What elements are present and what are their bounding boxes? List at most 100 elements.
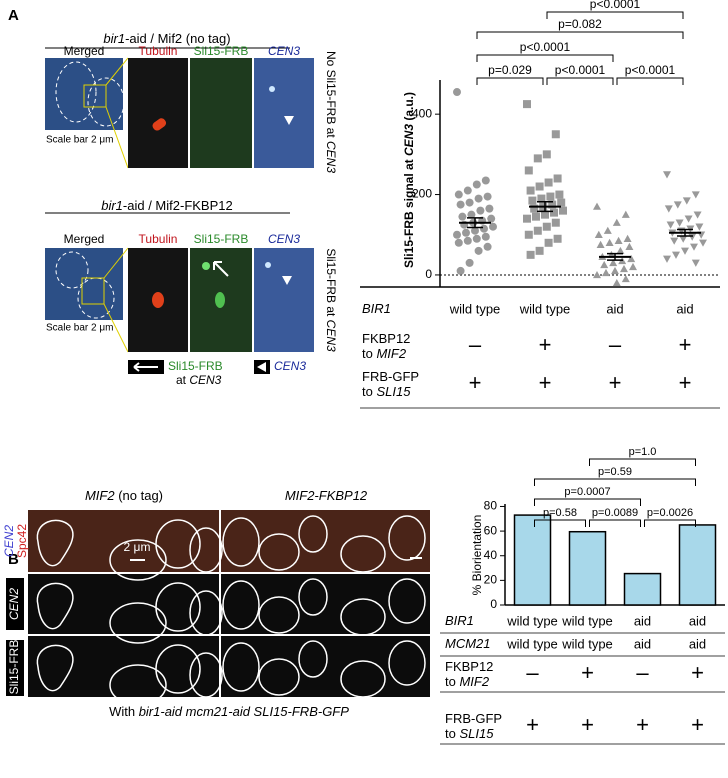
error-bar — [467, 217, 483, 229]
row-label: FRB-GFP — [362, 369, 419, 384]
text-span: bir1 — [103, 31, 125, 46]
condition-value: wild type — [519, 301, 571, 316]
channel-label: Sli15-FRB — [194, 232, 249, 246]
data-point — [456, 266, 465, 275]
data-point — [593, 270, 601, 279]
data-point — [546, 192, 555, 201]
data-point — [609, 258, 618, 267]
data-point — [681, 247, 689, 255]
text-span: to — [362, 346, 376, 361]
data-point — [629, 262, 637, 271]
text-span: % Biorientation — [470, 515, 484, 596]
text-span: MIF2-FKBP12 — [285, 488, 368, 503]
data-point — [691, 259, 700, 267]
data-point — [593, 202, 601, 210]
panel-label: B — [8, 551, 19, 568]
data-point — [688, 233, 697, 241]
caption: With bir1-aid mcm21-aid SLI15-FRB-GFP — [109, 704, 349, 719]
error-bar — [677, 228, 693, 237]
data-point — [551, 218, 560, 227]
image-title: bir1-aid / Mif2-FKBP12 — [101, 198, 233, 213]
data-point — [465, 258, 474, 267]
significance-bracket — [476, 77, 544, 85]
data-point — [476, 206, 485, 215]
data-point — [456, 200, 465, 209]
bar — [513, 514, 552, 606]
error-bar — [537, 201, 553, 213]
data-point — [612, 278, 621, 287]
bar — [623, 572, 662, 606]
condition-value: – — [469, 332, 482, 357]
condition-value: wild type — [506, 613, 558, 628]
text-span: to — [445, 674, 459, 689]
text-span: SLI15 — [459, 726, 494, 741]
y-tick-label: 200 — [412, 187, 432, 201]
data-point — [474, 194, 483, 203]
p-value: p<0.0001 — [555, 63, 606, 77]
text-span: bir1-aid mcm21-aid SLI15-FRB-GFP — [139, 704, 350, 719]
text-span: at — [176, 373, 189, 387]
row-label: to SLI15 — [445, 726, 494, 741]
data-point — [670, 237, 679, 245]
row-label: FKBP12 — [362, 331, 410, 346]
condition-value: + — [609, 370, 622, 395]
row-label: to MIF2 — [445, 674, 490, 689]
data-point — [471, 226, 479, 235]
data-point — [672, 251, 680, 259]
data-point — [472, 234, 481, 243]
column-title: MIF2-FKBP12 — [285, 488, 368, 503]
data-point — [485, 204, 494, 213]
row-label: to SLI15 — [362, 384, 411, 399]
text-span: With — [109, 704, 139, 719]
image-title: bir1-aid / Mif2 (no tag) — [103, 31, 230, 46]
p-value: p<0.0001 — [590, 0, 641, 11]
condition-value: + — [691, 712, 704, 737]
significance-bracket — [534, 478, 696, 486]
text-span: to — [362, 384, 376, 399]
condition-value: aid — [634, 613, 651, 628]
text-span: FRB-GFP — [362, 369, 419, 384]
text-span: MIF2 — [376, 346, 406, 361]
text-span: CEN3 — [324, 141, 338, 173]
row-label: BIR1 — [445, 613, 474, 628]
scale-bar-label: Scale bar 2 μm — [46, 323, 113, 334]
row-label: FRB-GFP — [445, 711, 502, 726]
data-point — [530, 204, 539, 213]
row-label: MCM21 — [445, 636, 491, 651]
significance-bracket — [589, 458, 696, 466]
data-point — [682, 197, 691, 205]
data-point — [695, 223, 704, 231]
significance-bracket — [546, 11, 684, 19]
text-span: FRB-GFP — [445, 711, 502, 726]
condition-value: – — [526, 660, 539, 685]
data-point — [472, 180, 481, 189]
data-point — [535, 182, 544, 191]
significance-bracket — [616, 77, 684, 85]
row-label: FKBP12 — [445, 659, 493, 674]
data-point — [693, 211, 702, 219]
scale-bar-label: 2 μm — [124, 540, 151, 554]
data-point — [523, 100, 531, 109]
condition-value: + — [469, 370, 482, 395]
condition-value: + — [691, 660, 704, 685]
p-value: p<0.0001 — [520, 40, 571, 54]
row-label: BIR1 — [362, 301, 391, 316]
text-span: Sli15-FRB — [7, 640, 21, 695]
data-point — [544, 238, 553, 247]
text-span: MIF2 — [459, 674, 489, 689]
condition-value: aid — [689, 636, 706, 651]
text-span: No Sli15-FRB at — [324, 51, 338, 141]
channel-label: Sli15-FRB — [194, 44, 249, 58]
bar — [568, 530, 607, 606]
significance-bracket — [476, 54, 614, 62]
text-span: CEN3 — [274, 359, 306, 373]
column-title: MIF2 (no tag) — [85, 488, 163, 503]
data-point — [458, 212, 467, 221]
side-label: Sli15-FRB at CEN3 — [324, 248, 338, 352]
data-point — [465, 198, 474, 207]
p-value: p=0.0026 — [647, 507, 693, 519]
p-value: p=0.59 — [598, 466, 632, 478]
data-point — [616, 246, 625, 255]
micrographs-a — [45, 47, 314, 374]
data-point — [548, 200, 557, 209]
